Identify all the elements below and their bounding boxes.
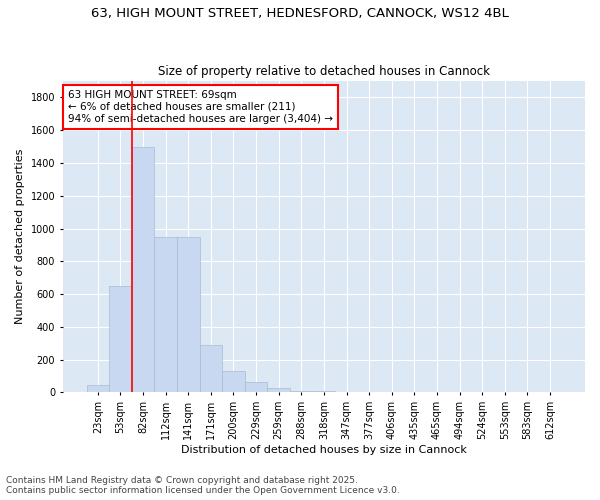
X-axis label: Distribution of detached houses by size in Cannock: Distribution of detached houses by size … xyxy=(181,445,467,455)
Text: 63, HIGH MOUNT STREET, HEDNESFORD, CANNOCK, WS12 4BL: 63, HIGH MOUNT STREET, HEDNESFORD, CANNO… xyxy=(91,8,509,20)
Text: 63 HIGH MOUNT STREET: 69sqm
← 6% of detached houses are smaller (211)
94% of sem: 63 HIGH MOUNT STREET: 69sqm ← 6% of deta… xyxy=(68,90,333,124)
Bar xyxy=(290,391,313,392)
Bar xyxy=(222,371,245,392)
Bar xyxy=(200,345,222,393)
Y-axis label: Number of detached properties: Number of detached properties xyxy=(15,149,25,324)
Bar xyxy=(154,236,177,392)
Text: Contains HM Land Registry data © Crown copyright and database right 2025.
Contai: Contains HM Land Registry data © Crown c… xyxy=(6,476,400,495)
Bar xyxy=(245,382,268,392)
Bar xyxy=(86,385,109,392)
Bar xyxy=(109,286,132,393)
Bar xyxy=(132,146,154,392)
Bar xyxy=(268,388,290,392)
Bar xyxy=(313,391,335,392)
Bar xyxy=(177,236,200,392)
Title: Size of property relative to detached houses in Cannock: Size of property relative to detached ho… xyxy=(158,66,490,78)
